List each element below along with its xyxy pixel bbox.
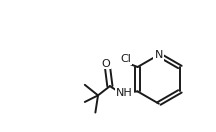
Text: N: N [155,50,163,60]
Text: O: O [101,59,110,69]
Text: NH: NH [116,88,133,98]
Text: Cl: Cl [120,54,131,64]
